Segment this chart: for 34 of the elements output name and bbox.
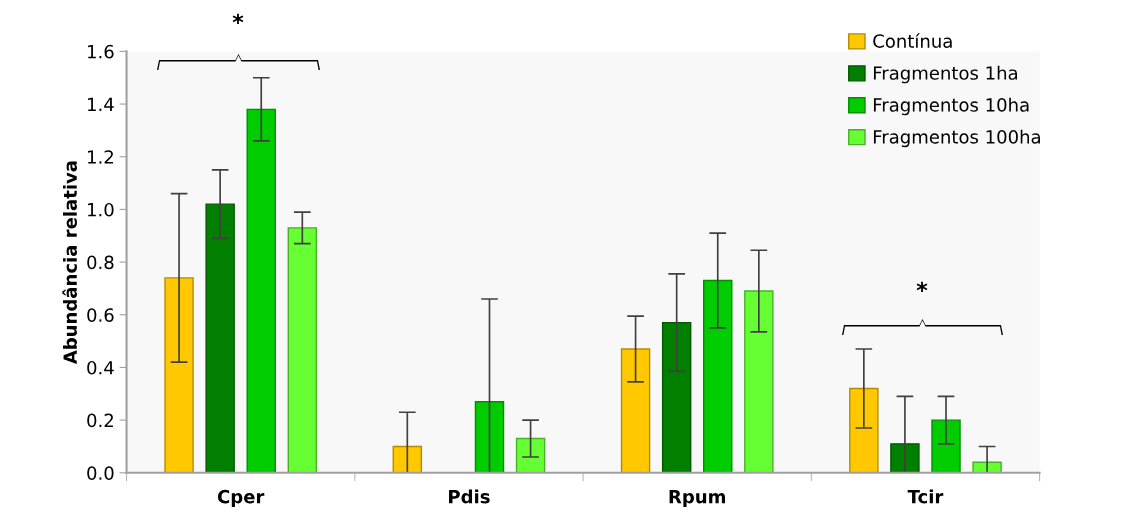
bar — [515, 437, 546, 473]
bar — [392, 445, 423, 473]
y-tick-label: 0.2 — [87, 413, 113, 428]
legend-label: Fragmentos 100ha — [873, 129, 1040, 148]
text: * — [232, 13, 244, 24]
x-tick-label: Tcir — [907, 489, 944, 504]
bar — [474, 400, 505, 473]
y-tick-label: 1.0 — [88, 202, 114, 217]
bar — [246, 108, 276, 473]
bar — [890, 443, 920, 473]
y-tick-label: 0.8 — [87, 255, 114, 270]
y-tick-label: 1.4 — [88, 97, 114, 111]
bar — [620, 348, 651, 473]
bar — [744, 290, 774, 473]
bar — [849, 387, 879, 473]
x-tick-label: Cper — [217, 489, 265, 507]
bar — [287, 227, 318, 473]
bar — [205, 203, 235, 473]
bar — [931, 419, 961, 473]
legend-label: Contínua — [873, 33, 952, 48]
y-tick-label: 0.4 — [87, 360, 114, 375]
legend-label: Fragmentos 1ha — [873, 65, 1017, 84]
legend-label: Fragmentos 10ha — [873, 97, 1029, 116]
bar — [703, 279, 733, 473]
y-tick-label: 1.6 — [88, 44, 114, 59]
y-tick-label: 1.2 — [88, 150, 113, 164]
x-tick-label: Pdis — [449, 489, 490, 504]
bar — [164, 277, 194, 473]
y-tick-label: 0.6 — [87, 308, 114, 322]
bar — [661, 321, 692, 473]
y-axis-title: Abundância relativa — [62, 161, 77, 365]
x-tick-label: Rpum — [669, 490, 726, 507]
y-tick-label: 0.0 — [87, 466, 114, 480]
annotation: * — [916, 281, 928, 292]
